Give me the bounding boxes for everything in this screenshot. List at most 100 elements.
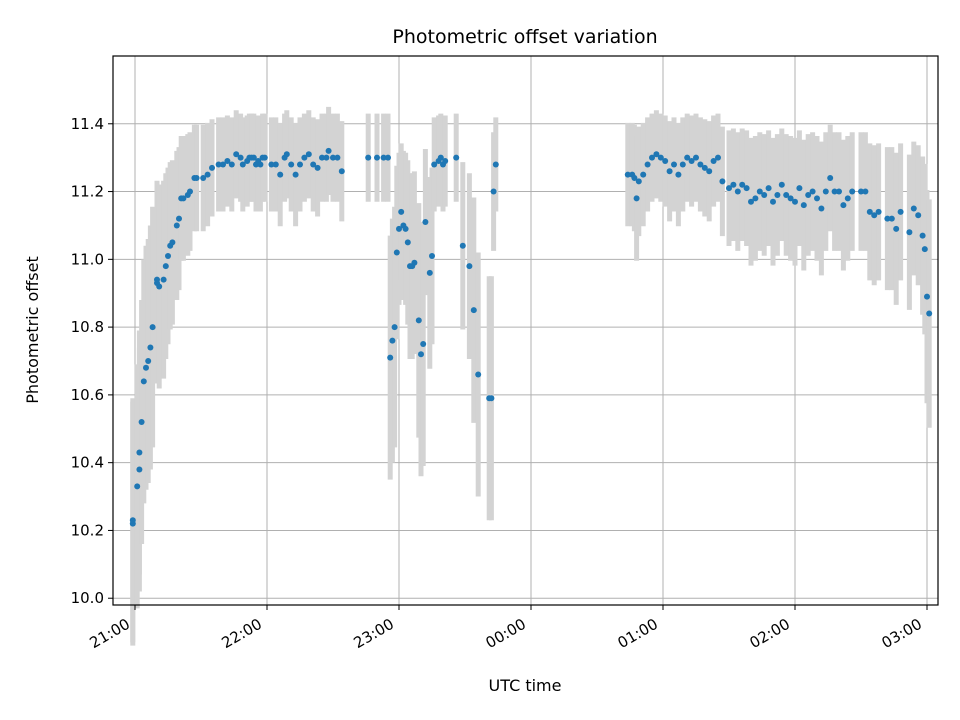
data-point xyxy=(490,188,497,195)
data-point xyxy=(814,195,820,202)
data-point xyxy=(156,283,163,290)
data-point xyxy=(220,161,226,168)
data-point xyxy=(147,344,154,351)
data-point xyxy=(426,269,433,276)
data-point xyxy=(323,154,330,161)
data-point xyxy=(145,358,152,364)
data-point xyxy=(844,195,851,202)
data-point xyxy=(840,202,847,209)
data-point xyxy=(827,175,834,181)
data-point xyxy=(209,164,215,171)
data-point xyxy=(492,161,499,168)
data-point xyxy=(140,378,147,385)
data-point xyxy=(688,158,695,165)
data-point xyxy=(387,354,394,361)
data-point xyxy=(748,198,754,205)
data-point xyxy=(657,154,664,161)
data-point xyxy=(765,185,772,192)
data-point xyxy=(325,147,332,154)
data-point xyxy=(431,161,438,168)
data-point xyxy=(453,154,460,161)
data-point xyxy=(752,195,759,202)
data-point xyxy=(319,154,325,161)
data-point xyxy=(906,229,913,236)
data-point xyxy=(897,208,904,215)
chart-title: Photometric offset variation xyxy=(392,26,657,48)
data-point xyxy=(792,198,798,205)
data-point xyxy=(283,151,290,158)
data-point xyxy=(466,263,473,270)
data-point xyxy=(250,154,257,161)
data-point xyxy=(404,239,411,246)
data-point xyxy=(154,276,160,283)
data-point xyxy=(919,232,926,239)
data-point xyxy=(644,161,651,168)
data-point xyxy=(884,215,891,222)
data-point xyxy=(292,171,299,178)
y-tick-label: 11.0 xyxy=(71,250,104,268)
data-point xyxy=(402,225,409,232)
data-point xyxy=(215,161,222,168)
data-point xyxy=(415,317,422,324)
data-point xyxy=(770,198,776,205)
data-point xyxy=(831,188,838,195)
data-point xyxy=(187,188,193,195)
data-point xyxy=(910,205,917,212)
data-point xyxy=(675,171,682,178)
data-point xyxy=(418,351,424,358)
data-point xyxy=(706,168,713,175)
data-point xyxy=(858,188,864,195)
data-point xyxy=(697,161,704,168)
data-point xyxy=(796,185,803,192)
data-point xyxy=(305,151,312,158)
data-point xyxy=(160,276,167,283)
data-point xyxy=(679,161,686,168)
data-point xyxy=(257,161,264,168)
data-point xyxy=(875,208,882,215)
y-tick-label: 11.4 xyxy=(71,115,104,133)
data-point xyxy=(301,154,308,161)
data-point xyxy=(233,151,240,158)
data-point xyxy=(143,364,149,371)
data-point xyxy=(761,191,768,198)
data-point xyxy=(389,337,396,344)
data-point xyxy=(662,158,669,165)
data-point xyxy=(866,208,873,215)
data-point xyxy=(787,195,794,202)
y-tick-label: 10.2 xyxy=(71,521,104,539)
data-point xyxy=(398,208,405,215)
data-point xyxy=(649,154,655,161)
data-point xyxy=(488,395,495,402)
data-point xyxy=(385,154,391,161)
data-point xyxy=(239,161,246,168)
plot-frame xyxy=(112,55,939,606)
data-point xyxy=(180,195,187,202)
data-point xyxy=(730,181,737,188)
y-axis-ticks: 10.0 10.2 10.4 10.6 10.8 11.0 11.2 11.4 xyxy=(71,115,113,607)
data-point xyxy=(743,185,750,192)
data-point xyxy=(297,161,303,168)
data-point xyxy=(173,222,180,229)
data-point xyxy=(701,164,708,171)
data-point xyxy=(420,341,427,348)
data-point xyxy=(774,191,781,198)
data-point xyxy=(924,293,930,300)
data-point xyxy=(915,212,922,219)
data-point xyxy=(836,188,842,195)
data-point xyxy=(134,483,141,490)
data-point xyxy=(631,175,638,181)
data-point xyxy=(129,517,136,524)
data-point xyxy=(162,263,169,270)
data-point xyxy=(715,154,721,161)
data-point xyxy=(176,215,182,222)
data-point xyxy=(237,154,244,161)
data-point xyxy=(334,154,341,161)
y-axis-label: Photometric offset xyxy=(23,256,42,404)
data-point xyxy=(310,161,317,168)
data-point xyxy=(200,175,207,181)
data-point xyxy=(396,225,402,232)
x-axis-label: UTC time xyxy=(489,676,562,695)
data-point xyxy=(640,171,647,178)
data-point xyxy=(314,164,321,171)
data-point xyxy=(726,185,732,192)
